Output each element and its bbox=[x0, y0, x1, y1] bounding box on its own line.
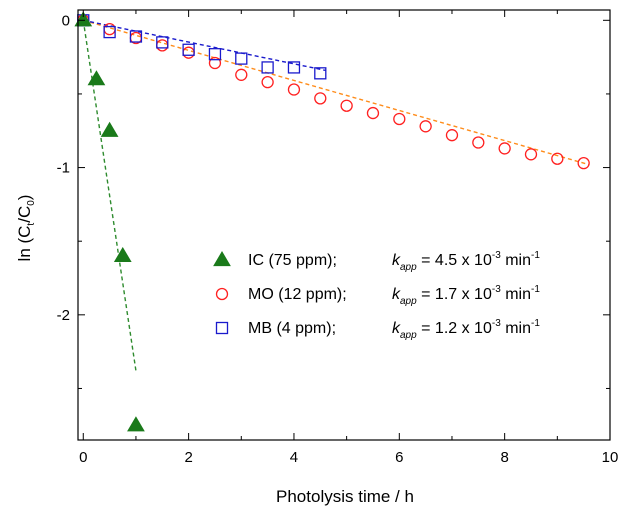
data-point bbox=[215, 321, 229, 335]
legend-series-name: MO (12 ppm); bbox=[248, 286, 347, 303]
data-point bbox=[215, 287, 229, 301]
data-point bbox=[208, 56, 222, 70]
legend: IC (75 ppm); kapp = 4.5 x 10-3 min-1 MO (1… bbox=[213, 250, 540, 341]
data-point bbox=[156, 39, 169, 52]
data-point bbox=[156, 36, 169, 49]
y-tick-label: 0 bbox=[62, 12, 70, 29]
legend-series-name: MB (4 ppm); bbox=[248, 320, 336, 337]
fit-lines bbox=[82, 19, 590, 371]
data-point bbox=[419, 120, 432, 133]
y-tick-label: -1 bbox=[57, 160, 70, 177]
data-point bbox=[287, 83, 301, 96]
data-point bbox=[314, 67, 327, 80]
data-point bbox=[74, 11, 93, 27]
y-tick-label: -2 bbox=[57, 307, 70, 324]
y-axis-title-sub1: t bbox=[26, 223, 37, 226]
legend-kapp-expression: kapp = 1.2 x 10-3 min-1 bbox=[392, 318, 540, 341]
fit-line bbox=[83, 19, 326, 72]
x-tick-label: 4 bbox=[290, 449, 298, 466]
x-tick-label: 6 bbox=[395, 449, 403, 466]
data-point bbox=[261, 76, 274, 89]
data-point bbox=[127, 416, 145, 432]
x-tick-label: 8 bbox=[500, 449, 508, 466]
x-tick-label: 10 bbox=[602, 449, 619, 466]
data-point bbox=[182, 46, 195, 59]
data-point bbox=[87, 70, 106, 86]
data-point bbox=[103, 25, 116, 39]
data-point bbox=[261, 61, 274, 74]
data-point bbox=[235, 52, 248, 65]
data-point bbox=[287, 61, 301, 74]
data-point bbox=[129, 30, 143, 43]
y-axis-title-sub2: 0 bbox=[26, 200, 37, 206]
data-point bbox=[314, 92, 327, 105]
y-axis-title-mid: /C bbox=[15, 206, 34, 223]
y-axis-title-main: ln (C bbox=[15, 226, 34, 262]
plot-frame bbox=[77, 9, 611, 441]
y-axis-title: ln (Ct/C0) bbox=[15, 195, 37, 262]
data-point bbox=[393, 112, 406, 126]
data-point bbox=[366, 106, 380, 120]
legend-kapp-expression: kapp = 1.7 x 10-3 min-1 bbox=[392, 284, 540, 307]
data-point bbox=[577, 157, 590, 170]
y-axis-title-end: ) bbox=[15, 195, 34, 201]
data-point bbox=[235, 68, 248, 81]
data-point bbox=[208, 48, 222, 61]
data-point bbox=[498, 142, 511, 155]
x-tick-label: 0 bbox=[79, 449, 87, 466]
data-point bbox=[182, 43, 195, 56]
axes: 0 2 4 6 8 10 0 -1 -2 bbox=[57, 9, 619, 466]
data-point bbox=[113, 246, 132, 263]
data-point bbox=[340, 99, 353, 112]
data-point bbox=[551, 152, 564, 165]
fit-line bbox=[82, 20, 137, 371]
data-point bbox=[524, 148, 538, 161]
data-point bbox=[213, 251, 231, 267]
fit-line bbox=[83, 19, 590, 166]
data-point bbox=[445, 129, 459, 142]
legend-kapp-expression: kapp = 4.5 x 10-3 min-1 bbox=[392, 250, 540, 273]
x-tick-label: 2 bbox=[184, 449, 192, 466]
legend-series-name: IC (75 ppm); bbox=[248, 252, 337, 269]
data-point bbox=[472, 136, 485, 149]
data-markers bbox=[74, 11, 590, 432]
data-point bbox=[100, 121, 119, 137]
x-axis-title: Photolysis time / h bbox=[276, 487, 414, 506]
